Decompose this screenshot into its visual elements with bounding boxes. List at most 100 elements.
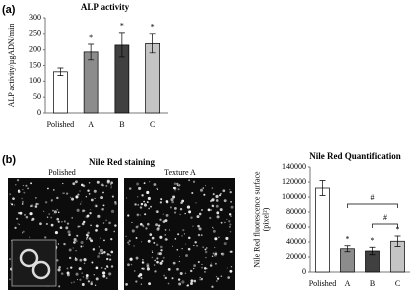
cell-spot	[65, 226, 69, 230]
cell-spot	[141, 261, 145, 265]
cell-spot	[9, 278, 11, 281]
cell-spot	[178, 255, 180, 257]
cell-spot	[88, 181, 91, 184]
cell-spot	[108, 272, 112, 276]
cell-spot	[39, 222, 42, 226]
cell-spot	[43, 210, 45, 212]
error-bar	[369, 246, 376, 256]
cell-spot	[73, 241, 76, 244]
cell-spot	[167, 268, 171, 271]
cell-spot	[73, 238, 77, 242]
cell-spot	[200, 277, 203, 280]
cell-spot	[83, 258, 87, 262]
cell-spot	[218, 236, 220, 239]
cell-spot	[68, 256, 72, 260]
cell-spot	[211, 285, 214, 288]
cell-spot	[220, 193, 222, 195]
cell-spot	[86, 236, 89, 239]
y-tick-label: 50	[33, 92, 41, 101]
cell-spot	[148, 282, 152, 286]
cell-spot	[50, 216, 53, 219]
cell-spot	[153, 183, 157, 186]
cell-spot	[142, 225, 145, 228]
bracket	[372, 223, 398, 228]
cell-spot	[137, 196, 139, 198]
cell-spot	[201, 209, 203, 211]
cell-spot	[46, 216, 49, 218]
cell-spot	[230, 250, 233, 253]
y-tick-label: 140000	[282, 162, 306, 171]
cell-spot	[161, 260, 164, 263]
cell-spot	[176, 267, 179, 271]
cell-spot	[157, 252, 160, 256]
cell-spot	[106, 253, 110, 256]
cell-spot	[57, 268, 61, 272]
cell-spot	[102, 271, 106, 275]
panel-label: (a)	[2, 4, 16, 16]
cell-spot	[99, 237, 101, 239]
cell-spot	[102, 191, 104, 194]
cell-spot	[18, 223, 21, 226]
cell-spot	[81, 222, 85, 226]
cell-spot	[77, 225, 80, 228]
inset-cell	[19, 248, 39, 268]
cell-spot	[163, 274, 166, 277]
cell-spot	[176, 248, 179, 251]
cell-spot	[80, 241, 84, 245]
cell-spot	[133, 270, 136, 272]
y-tick-label: 250	[29, 29, 41, 38]
cell-spot	[66, 222, 70, 225]
y-tick-label: 0	[37, 108, 41, 117]
cell-spot	[211, 255, 214, 258]
cell-spot	[139, 214, 141, 216]
y-tick-label: 150	[29, 60, 41, 69]
cell-spot	[106, 180, 110, 184]
cell-spot	[155, 210, 159, 214]
cell-spot	[80, 245, 83, 248]
cell-spot	[126, 197, 128, 199]
cell-spot	[100, 196, 104, 200]
cell-spot	[91, 261, 94, 264]
cell-spot	[105, 257, 109, 261]
x-tick-label: B	[370, 279, 375, 288]
cell-spot	[148, 207, 151, 210]
cell-spot	[215, 204, 219, 208]
cell-spot	[50, 199, 54, 202]
cell-spot	[198, 212, 202, 216]
cell-spot	[21, 203, 24, 205]
cell-spot	[113, 230, 116, 233]
cell-spot	[110, 250, 114, 254]
cell-spot	[201, 266, 204, 269]
cell-spot	[111, 195, 114, 198]
bracket-label: #	[383, 213, 387, 222]
cell-spot	[131, 229, 135, 233]
cell-spot	[66, 271, 70, 275]
cell-spot	[98, 246, 100, 248]
cell-spot	[147, 239, 151, 243]
cell-spot	[136, 182, 140, 186]
cell-spot	[164, 219, 168, 223]
cell-spot	[83, 258, 86, 261]
cell-spot	[37, 203, 39, 205]
cell-spot	[199, 276, 202, 279]
cell-spot	[173, 206, 177, 210]
cell-spot	[149, 181, 151, 183]
significance-marker: *	[120, 22, 124, 31]
cell-spot	[94, 197, 96, 200]
cell-spot	[85, 233, 89, 237]
cell-spot	[177, 233, 180, 236]
cell-spot	[53, 189, 55, 191]
cell-spot	[173, 186, 177, 190]
cell-spot	[202, 246, 204, 249]
cell-spot	[181, 235, 183, 237]
cell-spot	[74, 257, 77, 259]
cell-spot	[105, 265, 109, 268]
cell-spot	[21, 197, 23, 200]
cell-spot	[223, 242, 227, 246]
cell-spot	[90, 281, 93, 284]
cell-spot	[97, 214, 101, 218]
cell-spot	[92, 248, 96, 251]
cell-spot	[48, 213, 51, 215]
cell-spot	[70, 281, 73, 284]
cell-spot	[61, 221, 63, 223]
